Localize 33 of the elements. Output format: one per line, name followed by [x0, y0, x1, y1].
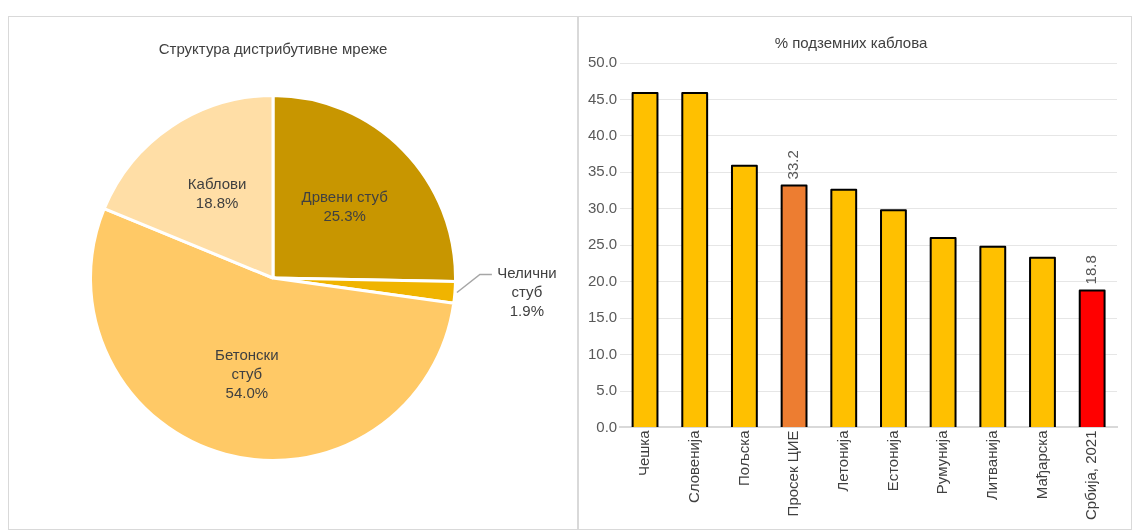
y-tick-label: 15.0 [587, 308, 618, 326]
x-tick-label: Пољска [734, 429, 752, 486]
data-label: 33.2 [784, 150, 802, 180]
y-tick-label: 40.0 [587, 126, 618, 144]
y-tick-label: 5.0 [596, 381, 618, 399]
data-label: 1.9% [509, 301, 544, 319]
x-tick-label: Србија, 2021 [1082, 430, 1100, 521]
y-tick-label: 10.0 [587, 344, 618, 362]
x-tick-label: Румунија [933, 429, 951, 495]
x-tick-label: Словенија [684, 429, 702, 504]
slice-label: Челични стуб [497, 263, 557, 300]
y-tick-label: 25.0 [587, 235, 618, 253]
data-label: 18.8% [195, 194, 239, 212]
x-tick-label: Просек ЦИЕ [784, 430, 802, 517]
data-label: 54.0% [225, 384, 269, 402]
y-tick-label: 35.0 [587, 162, 618, 180]
y-tick-label: 20.0 [587, 271, 618, 289]
slice-label: Бетонски стуб [215, 346, 279, 383]
x-tick-label: Летонија [833, 429, 851, 492]
slice-label: Дрвени стуб [301, 188, 388, 206]
chart-title: Структура дистрибутивне мреже [158, 40, 388, 58]
x-tick-label: Литванија [982, 429, 1000, 501]
slice-label: Каблови [187, 175, 247, 193]
y-tick-label: 0.0 [596, 417, 618, 435]
data-label: 25.3% [323, 207, 366, 225]
data-label: 18.8 [1082, 255, 1100, 285]
y-tick-label: 45.0 [587, 89, 618, 107]
x-tick-label: Естонија [883, 429, 901, 492]
y-tick-label: 50.0 [587, 53, 618, 71]
x-tick-label: Чешка [635, 429, 653, 477]
chart-title: % подземних каблова [774, 34, 928, 52]
x-tick-label: Мађарска [1032, 429, 1050, 500]
y-tick-label: 30.0 [587, 198, 618, 216]
